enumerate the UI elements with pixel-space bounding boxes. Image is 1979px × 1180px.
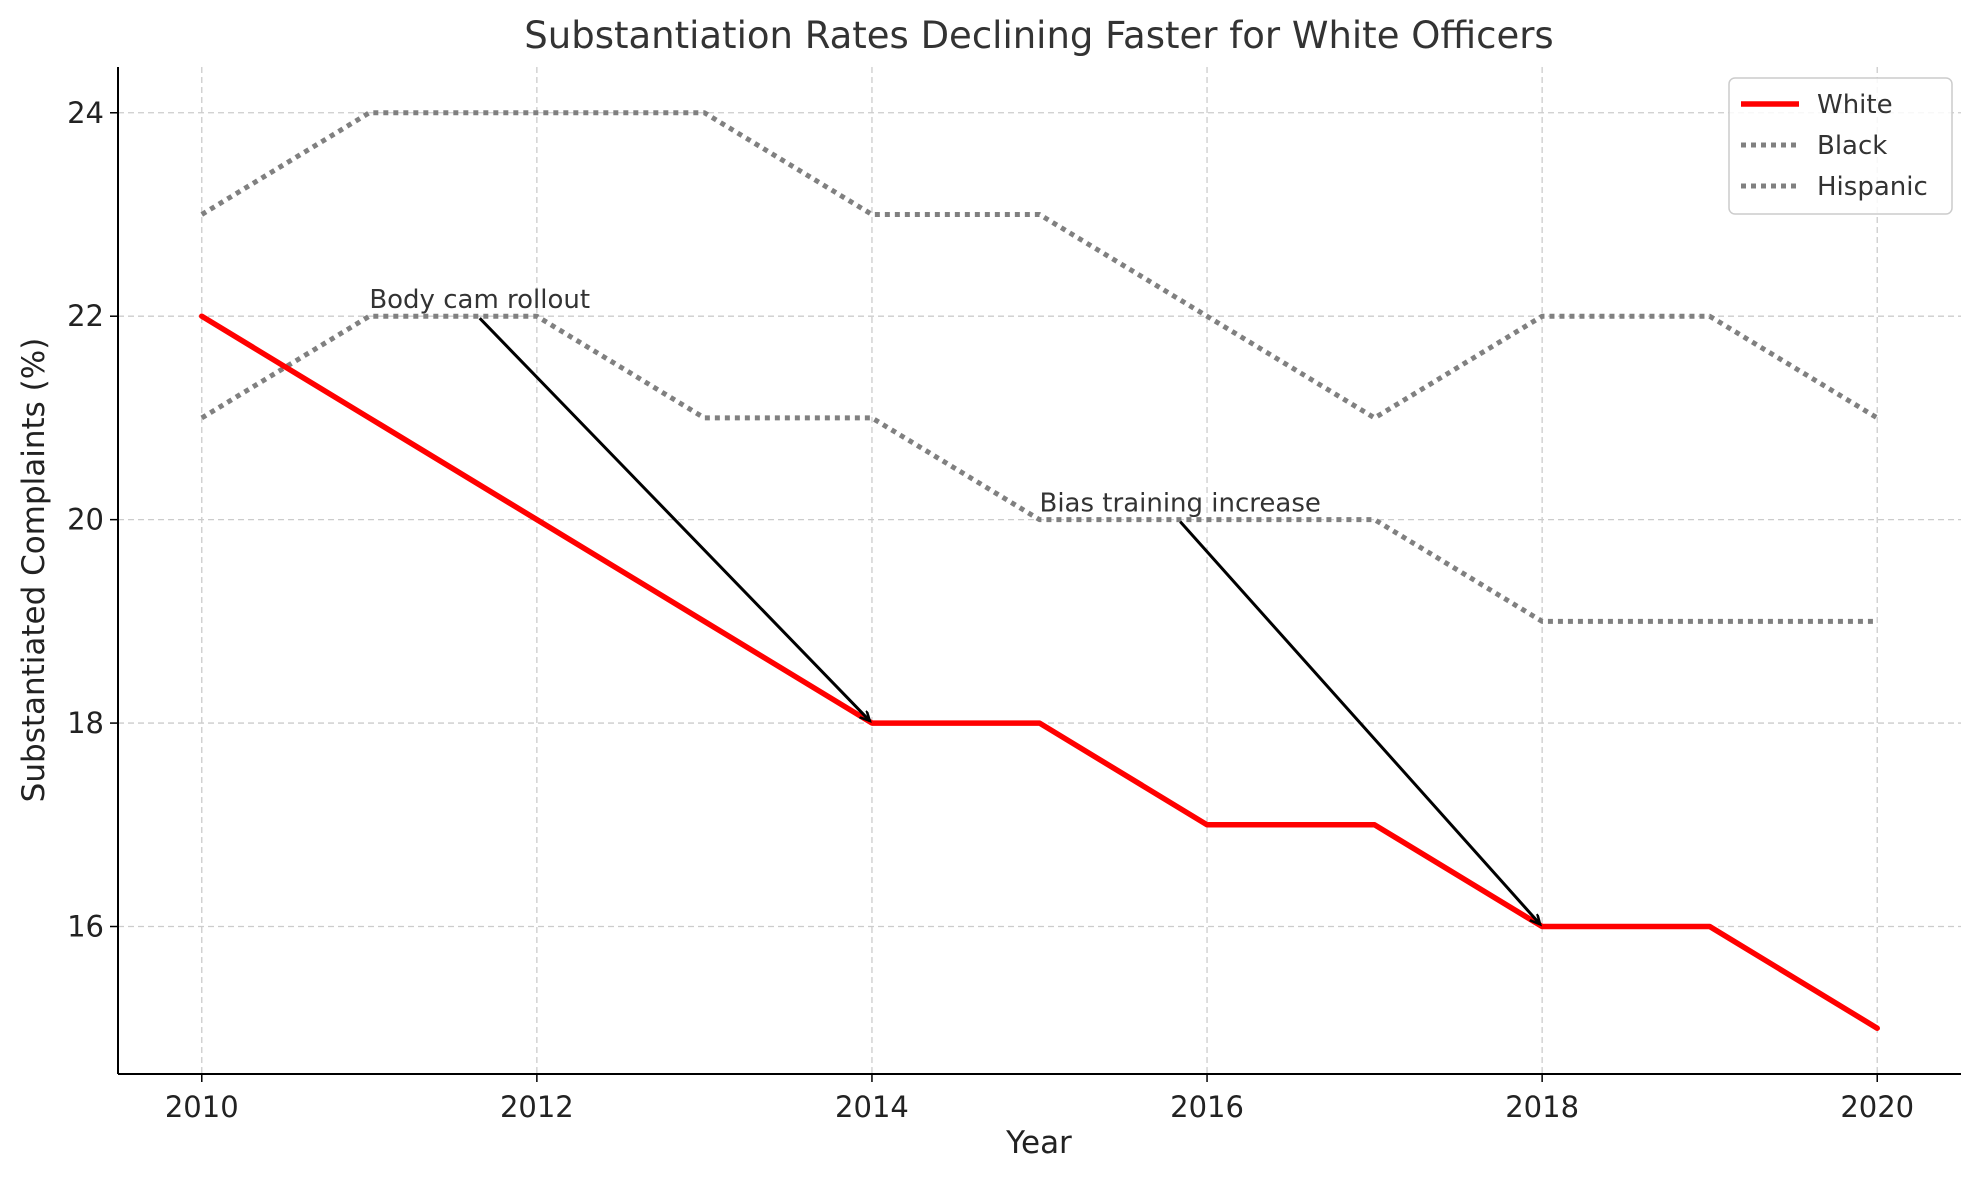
annotation-label: Body cam rollout <box>369 285 590 315</box>
annotation-label: Bias training increase <box>1040 489 1321 519</box>
y-tick-label: 22 <box>67 299 104 333</box>
grid <box>118 67 1961 1074</box>
series-line-white <box>199 313 1880 1031</box>
x-tick-label: 2010 <box>165 1090 239 1124</box>
axes: 2010 2012 2014 2016 2018 2020 16 18 20 22 24 <box>67 67 1961 1124</box>
x-tick-label: 2020 <box>1840 1090 1914 1124</box>
series-line-hispanic <box>200 313 1878 624</box>
y-tick-label: 16 <box>67 910 104 944</box>
series-lines <box>199 110 1880 1031</box>
annotation-arrow <box>478 317 870 721</box>
y-tick-label: 24 <box>67 96 104 130</box>
chart-title: Substantiation Rates Declining Faster fo… <box>524 14 1553 57</box>
x-tick-label: 2012 <box>500 1090 574 1124</box>
x-axis-label: Year <box>1005 1125 1072 1161</box>
x-tick-label: 2016 <box>1170 1090 1244 1124</box>
x-tick-label: 2018 <box>1505 1090 1579 1124</box>
legend-label-white: White <box>1817 90 1893 120</box>
legend-box <box>1728 77 1953 215</box>
legend-label-black: Black <box>1817 131 1887 161</box>
y-axis-label: Substantiated Complaints (%) <box>16 338 52 803</box>
legend-label-hispanic: Hispanic <box>1817 172 1928 202</box>
annotation-arrow <box>1179 520 1540 925</box>
annotations: Body cam rollout Bias training increase <box>369 285 1540 924</box>
y-tick-label: 20 <box>67 503 104 537</box>
legend: White Black Hispanic <box>1728 77 1953 215</box>
y-tick-label: 18 <box>67 706 104 740</box>
x-tick-label: 2014 <box>835 1090 909 1124</box>
series-line-black <box>200 110 1879 421</box>
